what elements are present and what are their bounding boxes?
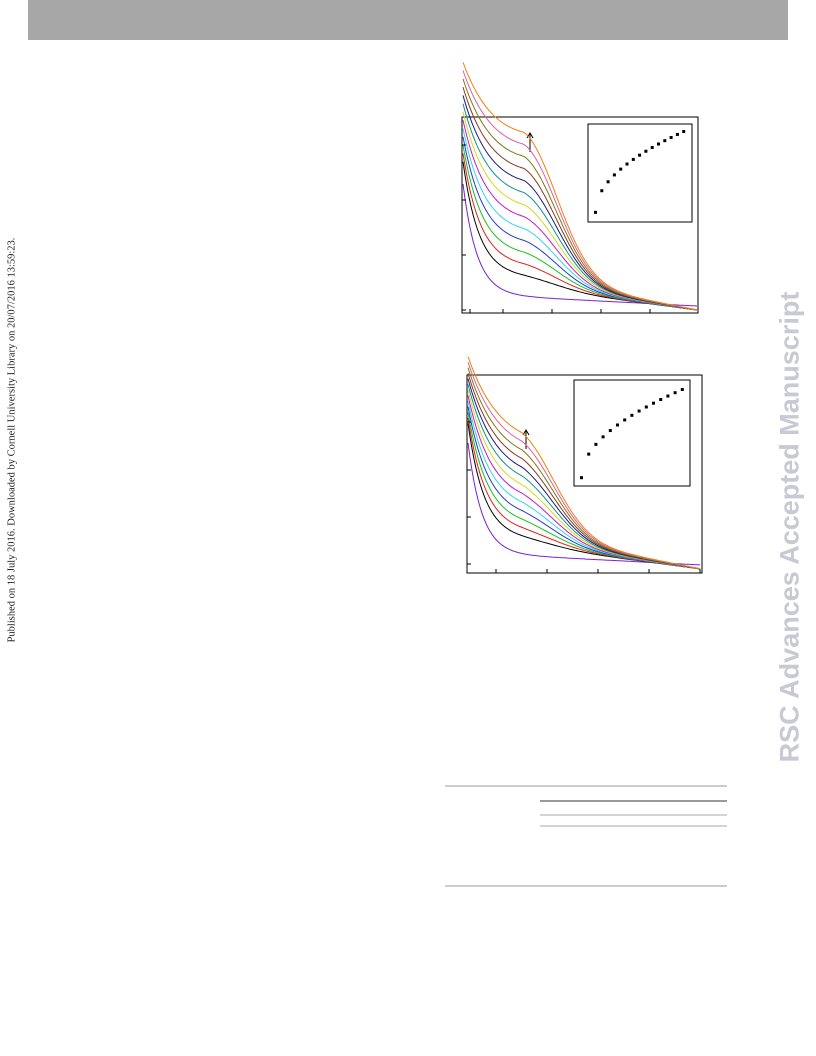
inset-point [666, 394, 670, 398]
inset-point [616, 423, 619, 427]
inset-frame [587, 123, 693, 223]
inset-point [580, 476, 583, 480]
frames [461, 116, 703, 574]
inset-point [612, 173, 616, 177]
inset-point [652, 401, 655, 405]
table-rules [445, 785, 727, 887]
spectrum-curve [467, 395, 701, 570]
inset-point [608, 429, 612, 433]
inset-point [606, 180, 610, 184]
inset-point [650, 146, 654, 150]
inset-point [600, 189, 604, 193]
spectrum-curve [467, 378, 701, 570]
inset-point [625, 162, 629, 166]
inset-frame [573, 379, 691, 487]
spectrum-curve [462, 62, 698, 311]
spectrum-curve [467, 361, 701, 570]
inset-point [637, 409, 641, 413]
arrow-head [522, 429, 530, 436]
inset-point [659, 398, 663, 402]
spectrum-curve [467, 417, 701, 570]
inset-point [675, 132, 679, 136]
inset-point [673, 391, 677, 395]
inset-point [631, 157, 635, 161]
inset-point [587, 452, 591, 456]
inset-point [638, 153, 642, 157]
inset-point [663, 139, 667, 143]
figure-frame [466, 374, 703, 574]
inset-point [623, 418, 627, 422]
inset-point [630, 413, 634, 417]
spectrum-curve [467, 356, 701, 570]
inset-point [644, 405, 648, 409]
inset-point [644, 149, 648, 153]
spectrum-curve [462, 95, 698, 311]
spectrum-curve [462, 111, 698, 311]
header-bar [28, 0, 788, 40]
spectrum-curve [462, 136, 698, 311]
inset-point [619, 167, 623, 171]
spectrum-curve [462, 145, 698, 311]
figure-frame [461, 116, 699, 314]
inset-point [657, 142, 660, 146]
inset-point [594, 442, 598, 446]
spectrum-curve [467, 400, 701, 570]
inset-point [680, 388, 684, 391]
spectrum-curve [462, 78, 698, 311]
spectrum-curve [462, 161, 698, 311]
inset-point [594, 210, 597, 214]
spectrum-curve [462, 120, 698, 311]
inset-point [669, 135, 673, 139]
inset-point [601, 435, 605, 439]
inset-point [682, 130, 686, 133]
